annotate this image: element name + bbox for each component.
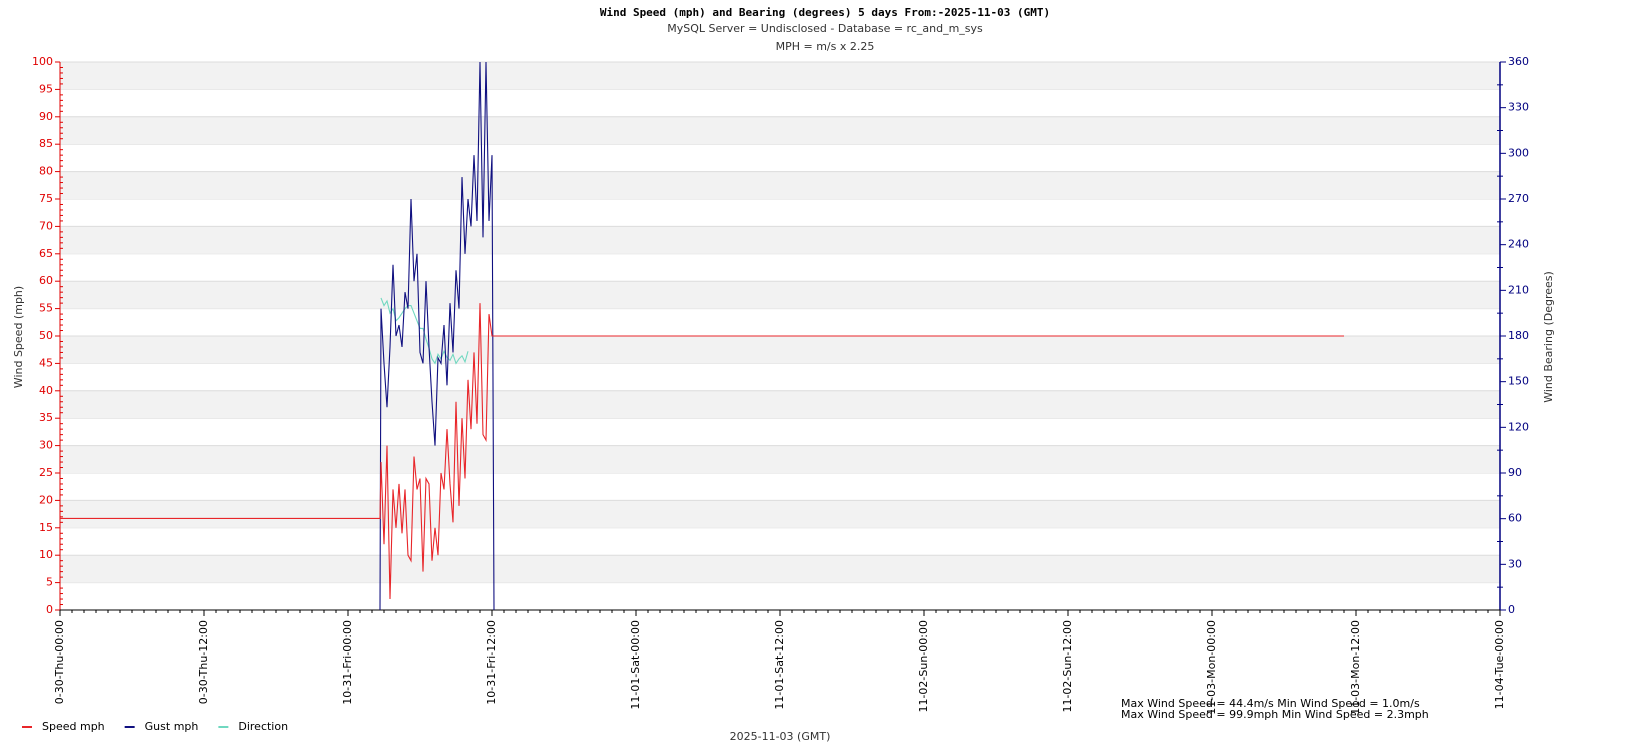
grid-band: [60, 555, 1500, 583]
x-tick-label: 11-02-Sun-00:00: [917, 620, 930, 713]
y-tick-label: 75: [39, 192, 53, 205]
grid-band: [60, 500, 1500, 528]
grid-band: [60, 390, 1500, 419]
y-tick-label: 60: [39, 274, 53, 287]
y2-tick-label: 150: [1508, 375, 1529, 388]
x-tick-label: 10-31-Fri-12:00: [485, 620, 498, 705]
y-tick-label: 50: [39, 329, 53, 342]
series-line: [60, 303, 1344, 600]
chart-note: MPH = m/s x 2.25: [776, 40, 875, 53]
x-tick-label: 11-01-Sat-12:00: [773, 620, 786, 710]
annotation: Max Wind Speed = 99.9mph Min Wind Speed …: [1121, 708, 1429, 721]
x-tick-label: 11-04-Tue-00:00: [1493, 620, 1506, 709]
x-axis-label: 2025-11-03 (GMT): [730, 730, 831, 743]
y-tick-label: 45: [39, 356, 53, 369]
x-tick-label: 0-30-Thu-12:00: [197, 620, 210, 704]
y-tick-label: 35: [39, 411, 53, 424]
y-tick-label: 5: [46, 576, 53, 589]
y2-tick-label: 0: [1508, 603, 1515, 616]
y-tick-label: 80: [39, 165, 53, 178]
x-tick-label: 10-31-Fri-00:00: [341, 620, 354, 705]
grid-band: [60, 336, 1500, 364]
y2-tick-label: 330: [1508, 101, 1529, 114]
x-tick-label: 11-03-Mon-12:00: [1349, 620, 1362, 715]
y-tick-label: 90: [39, 110, 53, 123]
chart-subtitle: MySQL Server = Undisclosed - Database = …: [667, 22, 983, 35]
y-tick-label: 70: [39, 219, 53, 232]
y-tick-label: 20: [39, 493, 53, 506]
y-tick-label: 15: [39, 521, 53, 534]
y-tick-label: 55: [39, 302, 53, 315]
y2-tick-label: 180: [1508, 329, 1529, 342]
y-tick-label: 40: [39, 384, 53, 397]
y-tick-label: 30: [39, 439, 53, 452]
grid-band: [60, 116, 1500, 145]
legend-label: Direction: [238, 720, 288, 733]
annotation: Max Wind Speed = 44.4m/s Min Wind Speed …: [1121, 697, 1420, 710]
y-tick-label: 100: [32, 55, 53, 68]
grid-band: [60, 281, 1500, 309]
grid-band: [60, 62, 1500, 90]
y2-tick-label: 360: [1508, 55, 1529, 68]
grid-band: [60, 226, 1500, 254]
grid-band: [60, 171, 1500, 199]
legend-label: Gust mph: [145, 720, 199, 733]
grid-band: [60, 445, 1500, 473]
y-tick-label: 0: [46, 603, 53, 616]
y2-tick-label: 210: [1508, 283, 1529, 296]
x-tick-label: 11-02-Sun-12:00: [1061, 620, 1074, 713]
y2-tick-label: 30: [1508, 557, 1522, 570]
series-line: [379, 61, 495, 611]
y2-tick-label: 270: [1508, 192, 1529, 205]
x-tick-label: 0-30-Thu-00:00: [53, 620, 66, 704]
y-tick-label: 25: [39, 466, 53, 479]
y2-tick-label: 240: [1508, 238, 1529, 251]
y-tick-label: 65: [39, 247, 53, 260]
legend-label: Speed mph: [42, 720, 105, 733]
y2-axis-label: Wind Bearing (Degrees): [1542, 271, 1555, 403]
y-tick-label: 95: [39, 82, 53, 95]
y2-tick-label: 60: [1508, 512, 1522, 525]
y-axis-label: Wind Speed (mph): [12, 286, 25, 388]
y-tick-label: 85: [39, 137, 53, 150]
y2-tick-label: 300: [1508, 146, 1529, 159]
y2-tick-label: 120: [1508, 420, 1529, 433]
chart-title: Wind Speed (mph) and Bearing (degrees) 5…: [600, 6, 1050, 19]
y2-tick-label: 90: [1508, 466, 1522, 479]
x-tick-label: 11-01-Sat-00:00: [629, 620, 642, 710]
y-tick-label: 10: [39, 548, 53, 561]
x-tick-label: 11-03-Mon-00:00: [1205, 620, 1218, 715]
